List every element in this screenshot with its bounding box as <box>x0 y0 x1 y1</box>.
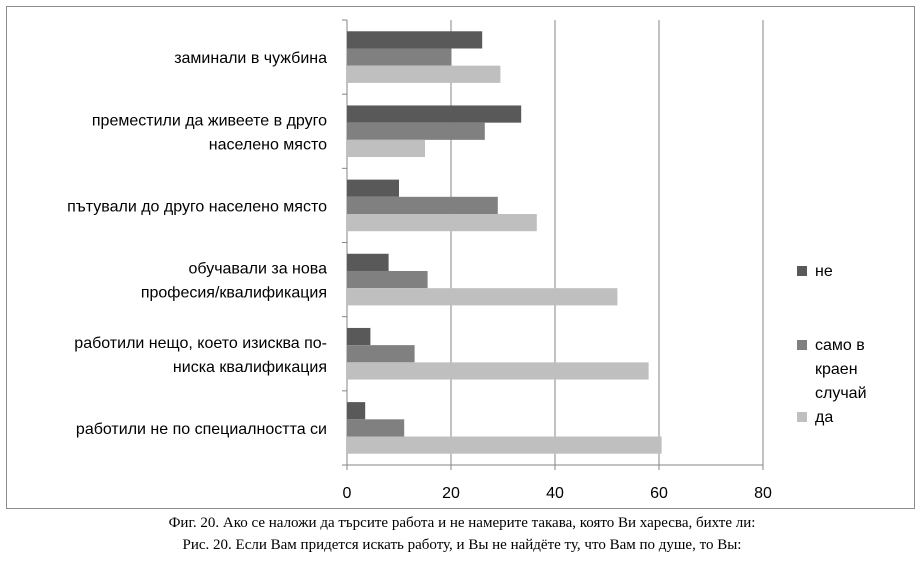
category-label-5-line-2: ниска квалификация <box>173 359 327 376</box>
category-label-6-line-1: работили не по специалността си <box>76 421 327 438</box>
bar-3-1 <box>347 65 501 83</box>
bar-3-4 <box>347 288 618 306</box>
bar-1-6 <box>347 402 366 420</box>
bar-2-3 <box>347 196 498 215</box>
legend-swatch-3 <box>797 412 807 422</box>
bar-3-2 <box>347 139 425 158</box>
bar-chart: 0 20 40 60 80 заминали в чужбина преместили да… <box>67 19 867 502</box>
category-label-4-line-1: обучавали за нова <box>188 261 327 278</box>
category-label-3-line-1: пътували до друго населено място <box>67 198 327 215</box>
legend-swatch-1 <box>797 266 807 276</box>
bar-1-4 <box>347 253 389 271</box>
legend-label-1-line-1: не <box>815 263 833 280</box>
bar-2-1 <box>347 48 451 66</box>
bar-1-3 <box>347 179 399 197</box>
x-tick-label-1: 20 <box>442 485 460 502</box>
category-label-2-line-2: населено място <box>209 136 327 153</box>
bar-3-3 <box>347 214 537 232</box>
legend-label-2-line-1: само в <box>815 337 865 354</box>
legend-label-3-line-1: да <box>815 409 833 426</box>
category-label-1-line-1: заминали в чужбина <box>174 50 327 67</box>
x-tick-label-4: 80 <box>754 485 772 502</box>
figure-caption-russian: Рис. 20. Если Вам придется искать работу… <box>182 537 742 553</box>
bar-2-2 <box>347 122 485 140</box>
figure-caption-bulgarian: Фиг. 20. Ако се наложи да търсите работа… <box>168 515 756 531</box>
bar-2-5 <box>347 345 415 363</box>
legend-swatch-2 <box>797 340 807 350</box>
x-tick-label-2: 40 <box>546 485 564 502</box>
bar-3-6 <box>347 436 662 454</box>
x-tick-label-0: 0 <box>343 485 352 502</box>
bar-1-5 <box>347 327 371 346</box>
category-label-2-line-1: преместили да живеете в друго <box>92 112 327 129</box>
legend-label-2-line-3: случай <box>815 385 867 402</box>
bar-2-4 <box>347 270 428 289</box>
bar-1-2 <box>347 105 522 123</box>
x-tick-label-3: 60 <box>650 485 668 502</box>
bar-1-1 <box>347 31 483 49</box>
category-label-4-line-2: професия/квалификация <box>141 285 327 302</box>
bar-2-6 <box>347 419 405 437</box>
bar-3-5 <box>347 362 649 380</box>
legend-label-2-line-2: краен <box>815 361 858 378</box>
category-label-5-line-1: работили нещо, което изисква по- <box>74 335 327 352</box>
